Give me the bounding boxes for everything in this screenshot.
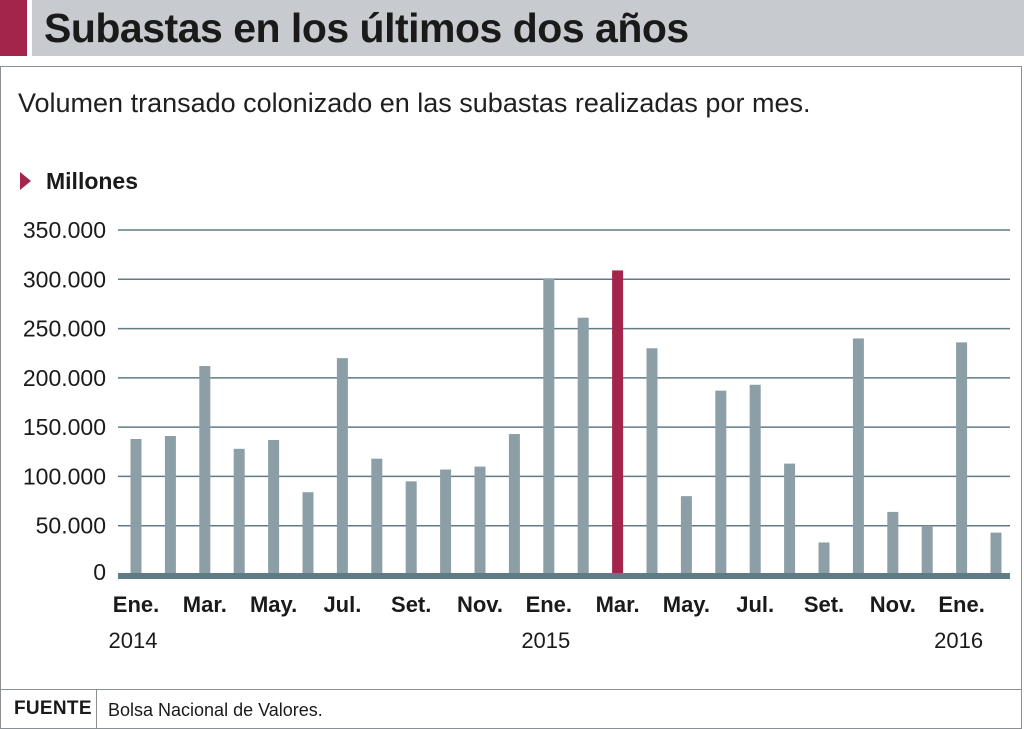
x-tick-label: May. [250,592,297,617]
bar [268,439,280,575]
x-tick-label: May. [663,592,710,617]
year-label: 2015 [521,628,570,653]
bar [646,348,658,575]
bar [199,366,211,575]
year-label: 2016 [934,628,983,653]
bar [887,511,899,575]
title-bar [0,0,1024,56]
y-tick-label: 200.000 [23,365,106,391]
title-gap [27,0,32,56]
bar [956,342,968,575]
footer-divider [96,690,97,728]
bar [852,338,864,575]
bar [577,317,589,575]
bar [508,434,520,575]
bar [474,466,486,575]
x-tick-label: Mar. [596,592,640,617]
x-tick-label: Nov. [870,592,916,617]
source-label: FUENTE [14,698,92,719]
chart-title: Subastas en los últimos dos años [44,5,689,51]
unit-label: Millones [46,168,139,194]
bar [680,496,692,575]
x-tick-label: Ene. [938,592,984,617]
x-tick-label: Set. [804,592,844,617]
chart-subtitle: Volumen transado colonizado en las subas… [18,88,811,118]
footer: FUENTE Bolsa Nacional de Valores. [0,689,1022,729]
bar [921,525,933,575]
bar [405,481,417,575]
x-axis-ticks: Ene. Mar. May. Jul. Set. Nov. Ene. Mar. May. Jul.… [109,592,985,653]
x-tick-label: Mar. [183,592,227,617]
bar [233,448,245,575]
bar-chart: 0 50.000 100.000 150.000 200.000 250.000 300.0… [23,217,1010,653]
x-tick-label: Set. [391,592,431,617]
y-tick-label: 0 [93,559,106,585]
bar [371,458,383,575]
bar [543,278,555,575]
bar [612,270,624,575]
bar [990,532,1002,575]
bars [130,270,1002,575]
y-tick-label: 350.000 [23,217,106,243]
x-tick-label: Nov. [457,592,503,617]
grid-lines [118,229,1010,527]
bar [784,463,796,575]
bar [164,436,176,575]
y-tick-label: 300.000 [23,266,106,292]
y-tick-label: 50.000 [36,513,106,539]
bar [749,384,761,575]
x-tick-label: Ene. [526,592,572,617]
bar [336,358,348,575]
x-tick-label: Jul. [736,592,774,617]
y-axis-ticks: 0 50.000 100.000 150.000 200.000 250.000 300.0… [23,217,106,585]
y-tick-label: 100.000 [23,463,106,489]
bar [440,469,452,575]
bar [818,542,830,575]
x-axis [118,573,1010,579]
source-text: Bolsa Nacional de Valores. [108,700,323,720]
triangle-marker-icon [20,172,31,190]
bar [302,492,314,575]
x-axis-line [118,573,1010,579]
y-tick-label: 150.000 [23,414,106,440]
chart-panel [0,66,1022,728]
bar [130,438,142,575]
year-label: 2014 [109,628,158,653]
x-tick-label: Ene. [113,592,159,617]
x-tick-label: Jul. [323,592,361,617]
title-accent [0,0,27,56]
bar [715,390,727,575]
y-tick-label: 250.000 [23,316,106,342]
